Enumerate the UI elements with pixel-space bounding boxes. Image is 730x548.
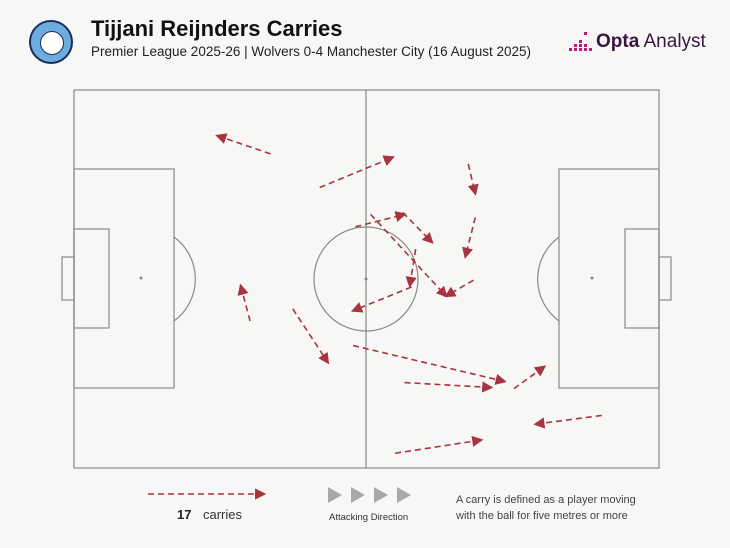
carry-arrow-17 — [395, 435, 484, 455]
attacking-direction-icon — [328, 487, 411, 503]
attacking-direction-label: Attacking Direction — [329, 512, 409, 523]
opta-logo-icon — [569, 32, 592, 51]
carries-count-label: carries — [203, 507, 243, 522]
carries-count: 17 — [177, 507, 192, 522]
carry-arrow-1 — [215, 133, 271, 155]
carries-layer — [215, 133, 602, 455]
carry-arrow-11 — [237, 283, 251, 322]
opta-analyst-brand: Opta Analyst — [596, 31, 706, 52]
carry-arrow-15 — [513, 365, 547, 390]
carry-arrow-5 — [402, 211, 434, 244]
carry-arrow-3 — [467, 163, 479, 196]
manchester-city-crest-icon — [29, 20, 73, 64]
chart-subtitle: Premier League 2025-26 | Wolvers 0-4 Man… — [91, 44, 531, 59]
carry-definition-note: A carry is defined as a player moving wi… — [456, 494, 636, 522]
chart-title: Tijjani Reijnders Carries — [91, 16, 343, 41]
carry-arrow-10 — [444, 279, 474, 298]
carry-arrow-6 — [462, 217, 477, 259]
carry-arrow-12 — [292, 308, 330, 365]
carry-arrow-9 — [350, 286, 412, 313]
carry-arrow-13 — [352, 344, 507, 385]
carry-arrow-4 — [355, 211, 407, 228]
carry-arrow-7 — [370, 213, 448, 298]
carry-arrow-16 — [533, 414, 602, 429]
carry-arrow-8 — [405, 249, 417, 289]
carry-arrow-2 — [319, 155, 395, 189]
carry-arrow-14 — [404, 381, 494, 393]
